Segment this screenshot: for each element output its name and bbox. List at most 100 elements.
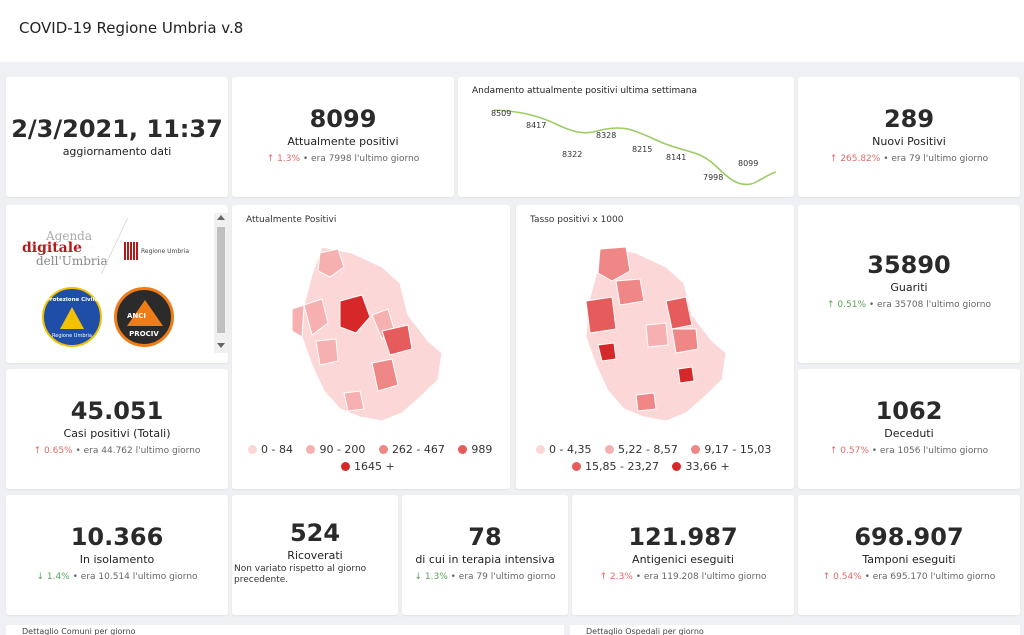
kpi-change: ↑ 0.65% • era 44.762 l'ultimo giorno — [6, 446, 228, 456]
kpi-deceduti: 1062 Deceduti ↑ 0.57% • era 1056 l'ultim… — [798, 369, 1020, 489]
kpi-value: 45.051 — [70, 397, 164, 425]
arrow-up-icon: ↑ — [829, 154, 838, 164]
kpi-change: ↓ 1.3% • era 79 l'ultimo giorno — [402, 572, 568, 582]
arrow-up-icon: ↑ — [822, 572, 831, 582]
legend-item: 90 - 200 — [306, 443, 365, 456]
kpi-terapia-intensiva: 78 di cui in terapia intensiva ↓ 1.3% • … — [402, 495, 568, 615]
kpi-label: Deceduti — [884, 427, 934, 440]
legend-label: 15,85 - 23,27 — [585, 460, 659, 473]
kpi-value: 524 — [289, 519, 341, 547]
agenda-logo-bot: dell'Umbria — [36, 254, 108, 268]
scroll-up-icon[interactable] — [217, 215, 225, 220]
kpi-label: Casi positivi (Totali) — [63, 427, 171, 440]
update-label: aggiornamento dati — [62, 145, 172, 158]
kpi-change: ↑ 265.82% • era 79 l'ultimo giorno — [798, 154, 1020, 164]
trend-label-2: 8417 — [526, 121, 546, 130]
kpi-change-pct: 1.3% — [424, 572, 448, 582]
trend-label-8: 8099 — [738, 159, 758, 168]
kpi-change: ↑ 2.3% • era 119.208 l'ultimo giorno — [572, 572, 794, 582]
anci-logo-text: ANCI — [127, 312, 147, 320]
scrollbar-thumb[interactable] — [217, 227, 225, 333]
agenda-logo-mid: digitale — [22, 240, 82, 256]
map-title: Tasso positivi x 1000 — [530, 215, 624, 225]
legend-label: 5,22 - 8,57 — [617, 443, 678, 456]
umbria-rate-choropleth-map[interactable] — [516, 205, 794, 489]
triangle-icon — [60, 307, 84, 329]
regione-emblem-icon — [124, 242, 138, 260]
legend-swatch — [536, 445, 545, 454]
logos-panel: Agenda digitale dell'Umbria Regione Umbr… — [6, 205, 228, 363]
kpi-value: 35890 — [867, 251, 951, 279]
map-legend: 0 - 84 90 - 200 262 - 467 989 1645 + — [248, 443, 504, 473]
trend-label-5: 8215 — [632, 145, 652, 154]
prot-civile-top-text: Protezione Civile — [45, 297, 99, 303]
kpi-label: Antigenici eseguiti — [632, 553, 734, 566]
kpi-isolamento: 10.366 In isolamento ↓ 1.4% • era 10.514… — [6, 495, 228, 615]
arrow-down-icon: ↓ — [414, 572, 422, 582]
map-attualmente-positivi: Attualmente Positivi 0 - 84 90 - 200 262… — [232, 205, 510, 489]
kpi-change-pct: 2.3% — [609, 572, 633, 582]
legend-label: 9,17 - 15,03 — [704, 443, 772, 456]
trend-label-3: 8322 — [562, 150, 582, 159]
scroll-down-icon[interactable] — [217, 343, 225, 348]
arrow-up-icon: ↑ — [829, 446, 838, 456]
legend-swatch — [691, 445, 701, 454]
anci-prociv-logo: ANCI PROCIV — [114, 287, 174, 347]
kpi-change: ↑ 0.54% • era 695.170 l'ultimo giorno — [798, 572, 1020, 582]
kpi-ricoverati: 524 Ricoverati Non variato rispetto al g… — [232, 495, 398, 615]
ospedali-detail-panel: Dettaglio Ospedali per giorno — [570, 625, 1020, 635]
legend-swatch — [378, 445, 388, 454]
legend-swatch — [248, 445, 257, 454]
kpi-change-pct: 0.57% — [840, 446, 869, 456]
update-card: 2/3/2021, 11:37 aggiornamento dati — [6, 77, 228, 197]
legend-swatch — [572, 462, 581, 471]
logos-scrollbar[interactable] — [214, 213, 228, 353]
legend-item: 15,85 - 23,27 — [572, 460, 659, 473]
kpi-change-text: • era 79 l'ultimo giorno — [450, 572, 556, 582]
kpi-label: di cui in terapia intensiva — [415, 553, 555, 566]
kpi-label: Tamponi eseguiti — [862, 553, 956, 566]
legend-swatch — [341, 462, 350, 471]
kpi-label: Nuovi Positivi — [872, 135, 946, 148]
kpi-change-pct: 1.4% — [46, 572, 70, 582]
map-legend: 0 - 4,35 5,22 - 8,57 9,17 - 15,03 15,85 … — [536, 443, 790, 473]
umbria-choropleth-map[interactable] — [232, 205, 510, 489]
kpi-change: ↑ 0.57% • era 1056 l'ultimo giorno — [798, 446, 1020, 456]
regione-logo-text: Regione Umbria — [141, 248, 189, 255]
kpi-nuovi-positivi: 289 Nuovi Positivi ↑ 265.82% • era 79 l'… — [798, 77, 1020, 197]
prot-civile-bottom-text: Regione Umbria — [52, 333, 92, 339]
legend-item: 5,22 - 8,57 — [604, 443, 678, 456]
agenda-digitale-logo: Agenda digitale dell'Umbria — [22, 229, 122, 269]
kpi-note: Non variato rispetto al giorno precedent… — [234, 564, 367, 585]
kpi-change-pct: 1.3% — [277, 154, 301, 164]
kpi-label: Attualmente positivi — [287, 135, 399, 148]
kpi-value: 8099 — [309, 105, 377, 133]
kpi-change: ↓ 1.4% • era 10.514 l'ultimo giorno — [6, 572, 228, 582]
map-tasso-positivi: Tasso positivi x 1000 0 - 4,35 5,22 - 8,… — [516, 205, 794, 489]
legend-item: 1645 + — [341, 460, 395, 473]
page-title: COVID-19 Regione Umbria v.8 — [19, 19, 244, 37]
kpi-change: ↑ 1.3% • era 7998 l'ultimo giorno — [232, 154, 454, 164]
legend-item: 262 - 467 — [378, 443, 445, 456]
legend-swatch — [458, 445, 468, 454]
kpi-change-pct: 265.82% — [840, 154, 881, 164]
kpi-value: 289 — [883, 105, 935, 133]
mountain-icon — [127, 300, 163, 326]
legend-label: 1645 + — [354, 460, 395, 473]
kpi-change-text: • era 44.762 l'ultimo giorno — [75, 446, 201, 456]
legend-item: 989 — [458, 443, 492, 456]
kpi-value: 121.987 — [628, 523, 738, 551]
kpi-label: In isolamento — [79, 553, 155, 566]
kpi-change-text: • era 1056 l'ultimo giorno — [871, 446, 989, 456]
kpi-value: 10.366 — [70, 523, 164, 551]
kpi-change-text: • era 119.208 l'ultimo giorno — [635, 572, 767, 582]
ospedali-detail-title: Dettaglio Ospedali per giorno — [586, 627, 704, 635]
legend-label: 90 - 200 — [319, 443, 366, 456]
legend-swatch — [604, 445, 614, 454]
legend-label: 33,66 + — [685, 460, 730, 473]
trend-title: Andamento attualmente positivi ultima se… — [472, 86, 698, 96]
kpi-casi-totali: 45.051 Casi positivi (Totali) ↑ 0.65% • … — [6, 369, 228, 489]
update-datetime: 2/3/2021, 11:37 — [11, 115, 223, 143]
kpi-attualmente-positivi: 8099 Attualmente positivi ↑ 1.3% • era 7… — [232, 77, 454, 197]
legend-swatch — [306, 445, 316, 454]
